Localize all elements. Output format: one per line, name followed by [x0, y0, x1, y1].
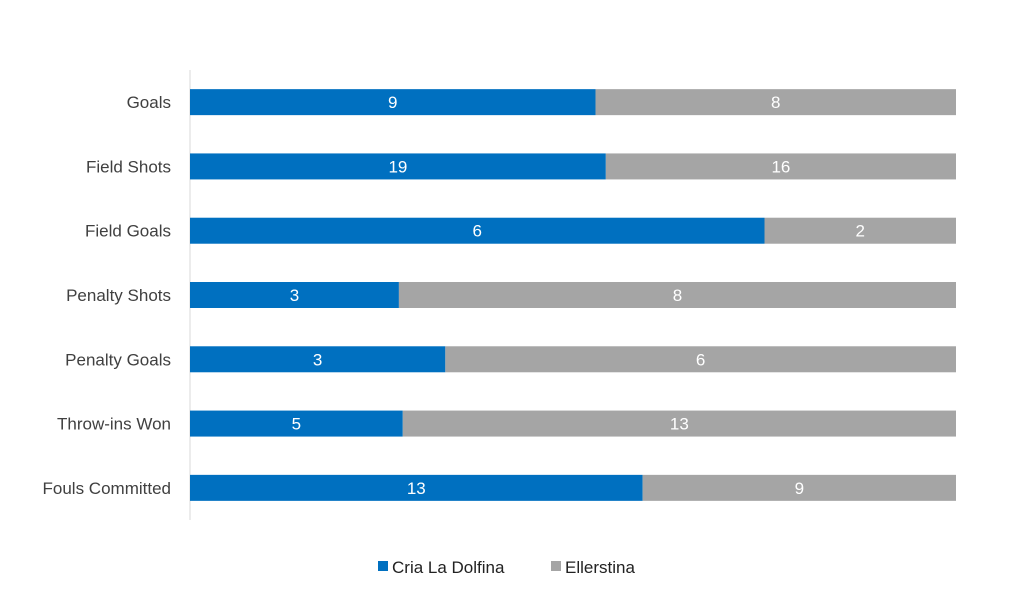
data-label: 9 [388, 93, 397, 112]
bar-ellerstina [764, 217, 956, 244]
bar-cria-la-dolfina [190, 346, 446, 373]
bar-cria-la-dolfina [190, 410, 403, 437]
data-label: 6 [473, 222, 482, 241]
legend-swatch [551, 561, 561, 571]
data-label: 3 [290, 286, 299, 305]
data-label: 6 [696, 350, 705, 369]
bar-ellerstina [402, 410, 956, 437]
bar-ellerstina [445, 346, 956, 373]
legend: Cria La Dolfina Ellerstina [378, 558, 635, 577]
category-label: Fouls Committed [43, 479, 171, 498]
data-label: 5 [292, 415, 301, 434]
data-label: 2 [856, 222, 865, 241]
data-label: 19 [388, 157, 407, 176]
data-label: 8 [673, 286, 682, 305]
data-label: 9 [795, 479, 804, 498]
legend-label: Ellerstina [565, 558, 635, 577]
bar-cria-la-dolfina [190, 89, 596, 116]
bar-ellerstina [398, 282, 957, 308]
data-label: 3 [313, 350, 322, 369]
bar-cria-la-dolfina [190, 217, 765, 244]
legend-label: Cria La Dolfina [392, 558, 505, 577]
category-label: Field Shots [86, 157, 171, 176]
category-label: Penalty Shots [66, 286, 171, 305]
legend-swatch [378, 561, 388, 571]
category-label: Penalty Goals [65, 350, 171, 369]
data-label: 16 [771, 157, 790, 176]
category-label: Throw-ins Won [57, 415, 171, 434]
bar-cria-la-dolfina [190, 474, 643, 501]
category-label: Goals [127, 93, 171, 112]
data-label: 13 [407, 479, 426, 498]
bar-ellerstina [605, 153, 956, 180]
bar-cria-la-dolfina [190, 282, 399, 308]
data-label: 13 [670, 415, 689, 434]
bar-ellerstina [595, 89, 956, 116]
category-label: Field Goals [85, 222, 171, 241]
bar-cria-la-dolfina [190, 153, 606, 180]
bar-ellerstina [642, 474, 956, 501]
data-label: 8 [771, 93, 780, 112]
